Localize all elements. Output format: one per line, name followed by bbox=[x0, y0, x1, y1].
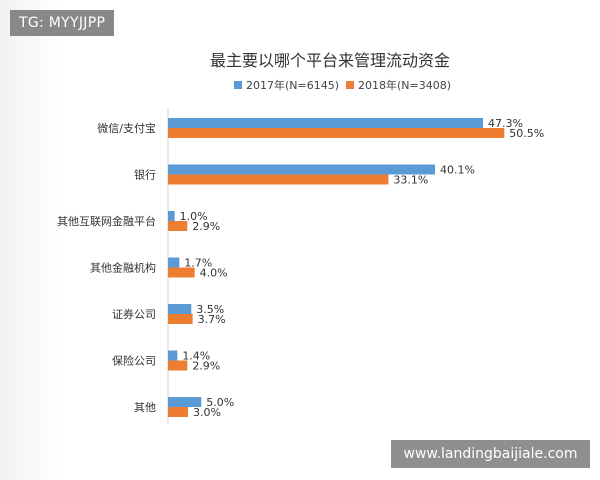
legend-label-2018: 2018年(N=3408) bbox=[358, 78, 451, 92]
left-shadow bbox=[0, 0, 60, 480]
value-label-2017: 40.1% bbox=[440, 164, 475, 177]
bar-2018 bbox=[168, 128, 505, 138]
legend-label-2017: 2017年(N=6145) bbox=[246, 78, 339, 92]
value-label-2018: 3.7% bbox=[198, 313, 226, 326]
category-label: 证券公司 bbox=[112, 307, 156, 321]
category-label: 其他互联网金融平台 bbox=[57, 214, 156, 228]
bar-2018 bbox=[168, 221, 188, 231]
category-label: 保险公司 bbox=[112, 354, 156, 368]
value-label-2017: 1.0% bbox=[180, 210, 208, 223]
bar-2017 bbox=[168, 397, 202, 407]
value-label-2017: 5.0% bbox=[206, 396, 234, 409]
bar-2017 bbox=[168, 304, 192, 314]
bar-2018 bbox=[168, 360, 188, 371]
category-label: 微信/支付宝 bbox=[97, 121, 156, 135]
value-label-2018: 4.0% bbox=[200, 267, 228, 280]
category-label: 其他金融机构 bbox=[90, 261, 156, 275]
value-label-2018: 50.5% bbox=[509, 127, 544, 140]
bar-2017 bbox=[168, 164, 436, 175]
legend: 2017年(N=6145) 2018年(N=3408) bbox=[234, 78, 451, 92]
category-label: 银行 bbox=[134, 168, 156, 182]
value-label-2018: 3.0% bbox=[193, 406, 221, 419]
bar-2017 bbox=[168, 257, 180, 268]
value-label-2017: 1.7% bbox=[184, 257, 212, 270]
top-left-tag: TG: MYYJJPP bbox=[10, 10, 115, 36]
bar-2018 bbox=[168, 314, 193, 324]
bar-2018 bbox=[168, 174, 389, 185]
bottom-right-tag: www.landingbaijiale.com bbox=[391, 440, 590, 468]
bar-2018 bbox=[168, 407, 188, 417]
value-label-2017: 1.4% bbox=[182, 350, 210, 363]
value-labels: 47.3%50.5%40.1%33.1%1.0%2.9%1.7%4.0%3.5%… bbox=[180, 117, 545, 419]
legend-swatch-2018 bbox=[346, 81, 354, 89]
value-label-2018: 33.1% bbox=[393, 174, 428, 187]
value-label-2017: 47.3% bbox=[488, 117, 523, 130]
category-label: 其他 bbox=[134, 401, 156, 414]
legend-swatch-2017 bbox=[234, 81, 242, 89]
bar-2017 bbox=[168, 211, 175, 221]
bar-2017 bbox=[168, 350, 178, 361]
bar-2017 bbox=[168, 118, 483, 128]
chart-title: 最主要以哪个平台来管理流动资金 bbox=[210, 51, 450, 70]
bars bbox=[168, 118, 505, 417]
value-label-2018: 2.9% bbox=[192, 360, 220, 373]
bar-2018 bbox=[168, 267, 195, 278]
value-label-2017: 3.5% bbox=[196, 303, 224, 316]
value-label-2018: 2.9% bbox=[192, 220, 220, 233]
